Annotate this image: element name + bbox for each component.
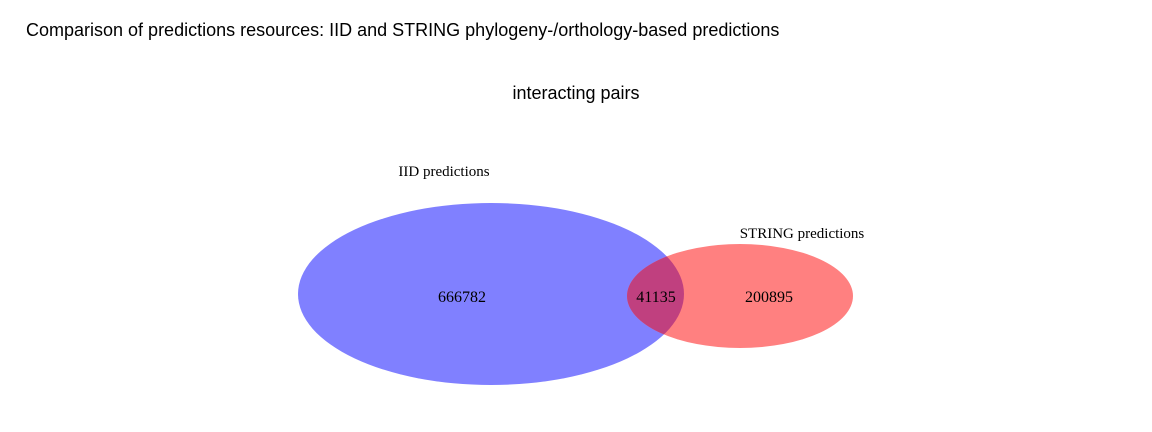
string-set-label: STRING predictions: [740, 226, 865, 242]
string-predictions-ellipse: [627, 244, 853, 348]
iid-set-label: IID predictions: [398, 164, 489, 180]
diagram-subtitle: interacting pairs: [512, 83, 640, 103]
string-only-count: 200895: [745, 289, 793, 306]
iid-only-count: 666782: [438, 289, 486, 306]
iid-predictions-ellipse: [298, 203, 684, 385]
page-title: Comparison of predictions resources: IID…: [26, 20, 780, 40]
intersection-count: 41135: [636, 289, 675, 306]
